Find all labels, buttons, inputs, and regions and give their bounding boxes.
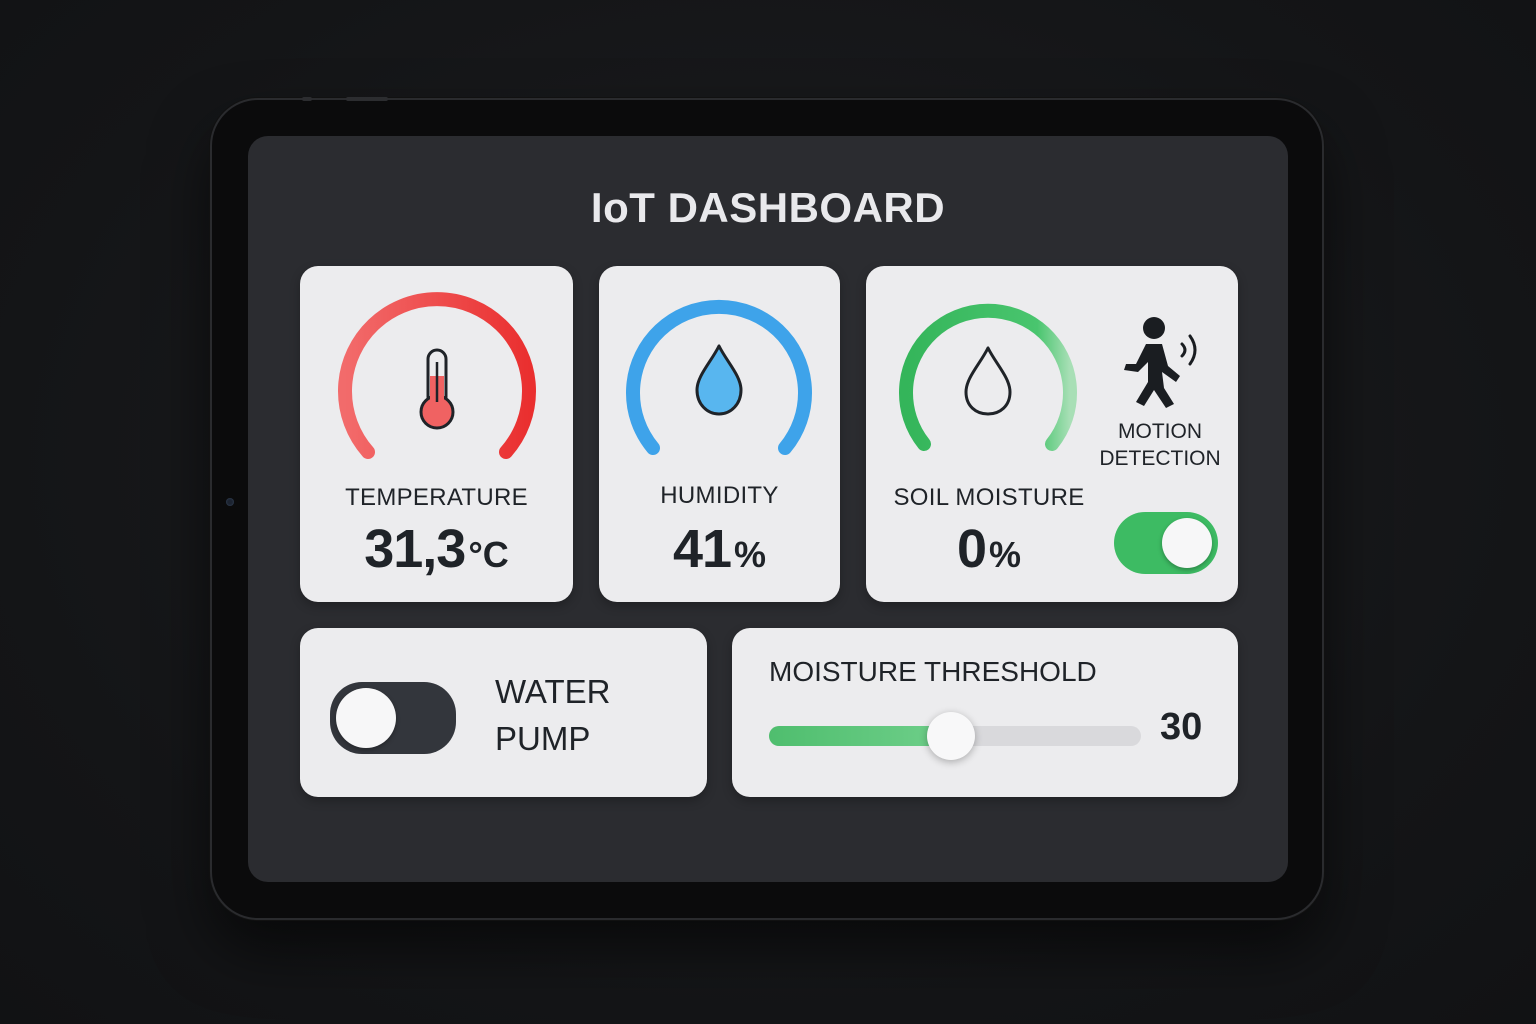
moisture-threshold-label: MOISTURE THRESHOLD: [769, 656, 1097, 687]
humidity-number: 41: [672, 519, 732, 579]
soil-moisture-unit: %: [989, 534, 1022, 575]
humidity-label: HUMIDITY: [660, 482, 779, 509]
soil-moisture-value: 0%: [876, 518, 1102, 580]
drop-outline-icon: [964, 346, 1012, 416]
moisture-threshold-card: MOISTURE THRESHOLD 30: [732, 628, 1238, 797]
soil-moisture-label: SOIL MOISTURE: [893, 484, 1085, 511]
tablet-side-button: [302, 97, 312, 101]
motion-toggle-knob: [1162, 518, 1212, 568]
soil-moisture-number: 0: [956, 519, 987, 579]
threshold-slider-fill: [769, 726, 952, 746]
motion-detection-label: MOTION DETECTION: [1086, 418, 1234, 472]
humidity-card: HUMIDITY 41%: [599, 266, 840, 602]
temperature-card: TEMPERATURE 31,3°C: [300, 266, 573, 602]
soil-moisture-gauge: [899, 303, 1077, 451]
water-drop-icon: [695, 344, 743, 416]
water-pump-toggle[interactable]: [330, 682, 456, 754]
motion-label-line2: DETECTION: [1099, 447, 1221, 470]
temperature-number: 31,3: [364, 519, 466, 579]
motion-person-icon: [1124, 317, 1197, 408]
page-title: IoT DASHBOARD: [590, 184, 946, 231]
temperature-label: TEMPERATURE: [345, 484, 528, 511]
pump-label-line1: WATER: [495, 673, 611, 710]
temperature-unit: °C: [468, 534, 509, 575]
water-pump-card: WATER PUMP: [300, 628, 707, 797]
tablet-frame: IoT DASHBOARD TEMPERATURE: [212, 97, 1322, 918]
threshold-slider[interactable]: [769, 712, 1141, 760]
motion-label-line1: MOTION: [1118, 420, 1202, 443]
humidity-value: 41%: [599, 518, 840, 580]
motion-detection-toggle[interactable]: [1114, 512, 1218, 574]
pump-toggle-knob: [336, 688, 396, 748]
moisture-threshold-value: 30: [1160, 706, 1203, 748]
humidity-gauge: [626, 299, 812, 455]
thermometer-icon: [419, 348, 455, 430]
tablet-volume-button: [346, 97, 388, 101]
temperature-gauge: [338, 292, 536, 459]
pump-label-line2: PUMP: [495, 720, 591, 757]
temperature-value: 31,3°C: [300, 518, 573, 580]
camera-icon: [226, 498, 234, 506]
humidity-unit: %: [734, 534, 767, 575]
dashboard-screen: IoT DASHBOARD TEMPERATURE: [248, 136, 1288, 882]
water-pump-label: WATER PUMP: [495, 668, 610, 762]
soil-moisture-card: SOIL MOISTURE 0% MOTION DETECTION: [866, 266, 1238, 602]
threshold-slider-thumb[interactable]: [927, 712, 976, 760]
